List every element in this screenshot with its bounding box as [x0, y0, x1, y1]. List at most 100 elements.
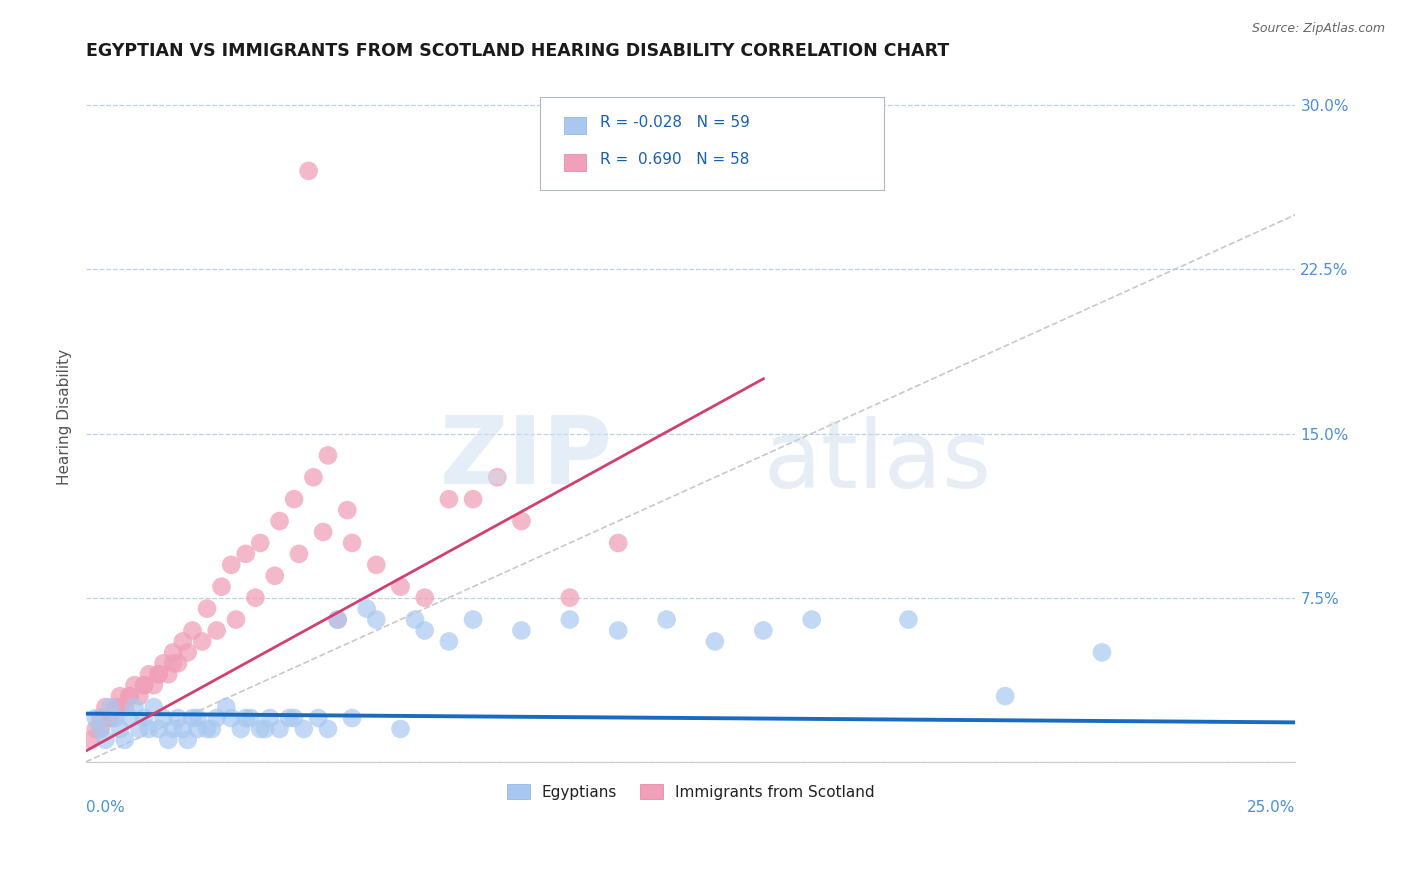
Point	[152, 711, 174, 725]
Point	[98, 711, 121, 725]
Point	[486, 470, 509, 484]
Point	[90, 711, 112, 725]
Point	[142, 700, 165, 714]
Point	[172, 722, 194, 736]
Point	[98, 711, 121, 725]
Text: Source: ZipAtlas.com: Source: ZipAtlas.com	[1251, 22, 1385, 36]
Point	[510, 624, 533, 638]
Point	[211, 580, 233, 594]
Point	[94, 700, 117, 714]
Point	[114, 700, 136, 714]
Point	[356, 601, 378, 615]
Text: atlas: atlas	[763, 416, 991, 508]
Point	[181, 711, 204, 725]
Point	[162, 657, 184, 671]
Point	[108, 722, 131, 736]
Point	[413, 591, 436, 605]
Point	[316, 449, 339, 463]
Point	[181, 624, 204, 638]
Point	[312, 524, 335, 539]
Point	[326, 613, 349, 627]
Point	[90, 722, 112, 736]
Point	[655, 613, 678, 627]
Point	[1091, 645, 1114, 659]
Point	[94, 732, 117, 747]
Point	[205, 711, 228, 725]
Point	[269, 514, 291, 528]
Y-axis label: Hearing Disability: Hearing Disability	[58, 349, 72, 485]
Point	[172, 634, 194, 648]
Point	[205, 624, 228, 638]
Point	[128, 722, 150, 736]
FancyBboxPatch shape	[564, 153, 585, 171]
Point	[239, 711, 262, 725]
Point	[104, 711, 127, 725]
Text: 0.0%: 0.0%	[86, 800, 125, 814]
Point	[134, 711, 156, 725]
Point	[84, 711, 107, 725]
Point	[215, 700, 238, 714]
Point	[124, 700, 146, 714]
Point	[897, 613, 920, 627]
Point	[142, 678, 165, 692]
Text: 25.0%: 25.0%	[1247, 800, 1295, 814]
Point	[283, 711, 305, 725]
Point	[389, 580, 412, 594]
Point	[283, 492, 305, 507]
Point	[114, 732, 136, 747]
Point	[249, 536, 271, 550]
Point	[235, 547, 257, 561]
Point	[186, 722, 208, 736]
Point	[316, 722, 339, 736]
Point	[259, 711, 281, 725]
Point	[167, 657, 190, 671]
Point	[157, 667, 180, 681]
Point	[138, 722, 160, 736]
Point	[152, 657, 174, 671]
Point	[340, 711, 363, 725]
Text: ZIP: ZIP	[439, 412, 612, 505]
Point	[195, 722, 218, 736]
Point	[167, 711, 190, 725]
Point	[800, 613, 823, 627]
Point	[148, 667, 170, 681]
Point	[235, 711, 257, 725]
Point	[84, 722, 107, 736]
Point	[225, 613, 247, 627]
Point	[108, 689, 131, 703]
Text: EGYPTIAN VS IMMIGRANTS FROM SCOTLAND HEARING DISABILITY CORRELATION CHART: EGYPTIAN VS IMMIGRANTS FROM SCOTLAND HEA…	[86, 42, 949, 60]
Point	[118, 689, 141, 703]
Point	[229, 722, 252, 736]
Point	[307, 711, 329, 725]
Point	[219, 711, 242, 725]
Point	[437, 634, 460, 648]
Point	[389, 722, 412, 736]
Point	[558, 613, 581, 627]
Point	[558, 591, 581, 605]
Text: R =  0.690   N = 58: R = 0.690 N = 58	[600, 153, 749, 168]
Legend: Egyptians, Immigrants from Scotland: Egyptians, Immigrants from Scotland	[501, 778, 882, 805]
Point	[461, 613, 484, 627]
Point	[128, 689, 150, 703]
Point	[302, 470, 325, 484]
Point	[195, 601, 218, 615]
Point	[269, 722, 291, 736]
Point	[98, 700, 121, 714]
Point	[249, 722, 271, 736]
Point	[157, 732, 180, 747]
Point	[186, 711, 208, 725]
Point	[90, 722, 112, 736]
Point	[366, 613, 388, 627]
Point	[191, 634, 214, 648]
Point	[437, 492, 460, 507]
Point	[288, 547, 311, 561]
Point	[176, 645, 198, 659]
Point	[148, 722, 170, 736]
Point	[118, 689, 141, 703]
Point	[162, 645, 184, 659]
Point	[219, 558, 242, 572]
Point	[404, 613, 426, 627]
Point	[297, 164, 319, 178]
Point	[263, 568, 285, 582]
Point	[607, 624, 630, 638]
